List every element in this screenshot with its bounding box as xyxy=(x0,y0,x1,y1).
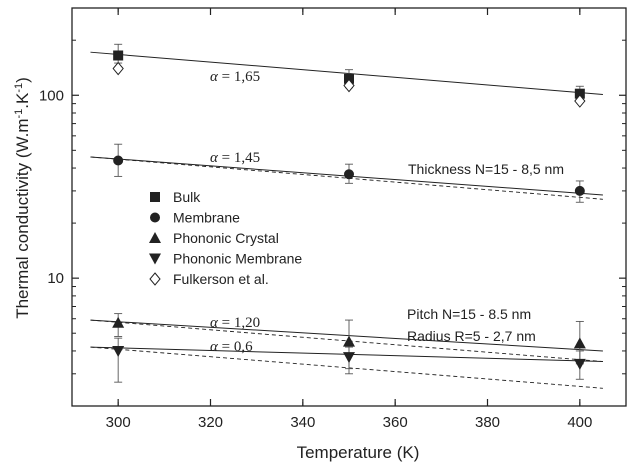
data-point xyxy=(343,352,355,364)
legend-marker xyxy=(150,212,160,223)
fit-line xyxy=(90,319,603,352)
data-point xyxy=(113,155,124,166)
data-point xyxy=(343,78,355,93)
legend-label: Membrane xyxy=(173,210,240,226)
x-tick-label: 300 xyxy=(106,414,131,431)
x-tick-label: 360 xyxy=(383,414,408,431)
fit-line xyxy=(90,51,603,95)
legend-marker xyxy=(149,272,161,286)
alpha-label: α = 1,20 xyxy=(210,315,260,331)
legend-marker xyxy=(149,253,161,265)
alpha-label: α = 1,65 xyxy=(210,69,260,85)
legend-marker xyxy=(149,232,161,243)
data-point xyxy=(343,335,355,347)
data-point xyxy=(113,50,124,61)
data-point xyxy=(574,88,585,99)
y-tick-label: 10 xyxy=(47,270,64,287)
data-point xyxy=(112,316,125,328)
y-tick-label: 100 xyxy=(39,87,64,104)
data-series xyxy=(112,43,586,383)
dashed-fit-line xyxy=(90,319,603,362)
plot-border xyxy=(71,7,627,407)
annotations: Thickness N=15 - 8,5 nm Pitch N=15 - 8.5… xyxy=(210,69,564,355)
alpha-label: α = 1,45 xyxy=(210,150,260,166)
data-point xyxy=(573,337,586,349)
axis-ticks: 300 320 340 360 380 400 10 100 xyxy=(39,8,626,431)
legend-label: Bulk xyxy=(173,189,201,205)
legend-marker xyxy=(150,192,160,202)
data-point xyxy=(112,61,124,76)
data-point xyxy=(574,185,585,196)
x-tick-label: 340 xyxy=(290,414,315,431)
alpha-label: α = 0,6 xyxy=(210,339,253,355)
x-tick-label: 380 xyxy=(475,414,500,431)
y-axis-label: Thermal conductivity (W.m-1.K-1) xyxy=(13,77,32,319)
thickness-annotation: Thickness N=15 - 8,5 nm xyxy=(408,161,564,177)
pitch-annotation: Pitch N=15 - 8.5 nm xyxy=(407,306,531,322)
legend-label: Phononic Membrane xyxy=(173,251,302,267)
data-point xyxy=(574,94,586,108)
data-point xyxy=(344,169,354,180)
x-axis-label: Temperature (K) xyxy=(297,443,420,462)
dashed-fit-line xyxy=(90,156,603,200)
data-point xyxy=(573,358,586,370)
radius-annotation: Radius R=5 - 2,7 nm xyxy=(407,328,536,344)
dashed-fit-line xyxy=(90,346,603,389)
legend: Bulk Membrane Phononic Crystal Phononic Mem… xyxy=(149,189,302,287)
legend-label: Fulkerson et al. xyxy=(173,271,269,287)
x-tick-label: 400 xyxy=(567,414,592,431)
data-point xyxy=(112,345,125,357)
plot-frame xyxy=(71,7,627,407)
x-tick-label: 320 xyxy=(198,414,223,431)
legend-label: Phononic Crystal xyxy=(173,230,279,246)
